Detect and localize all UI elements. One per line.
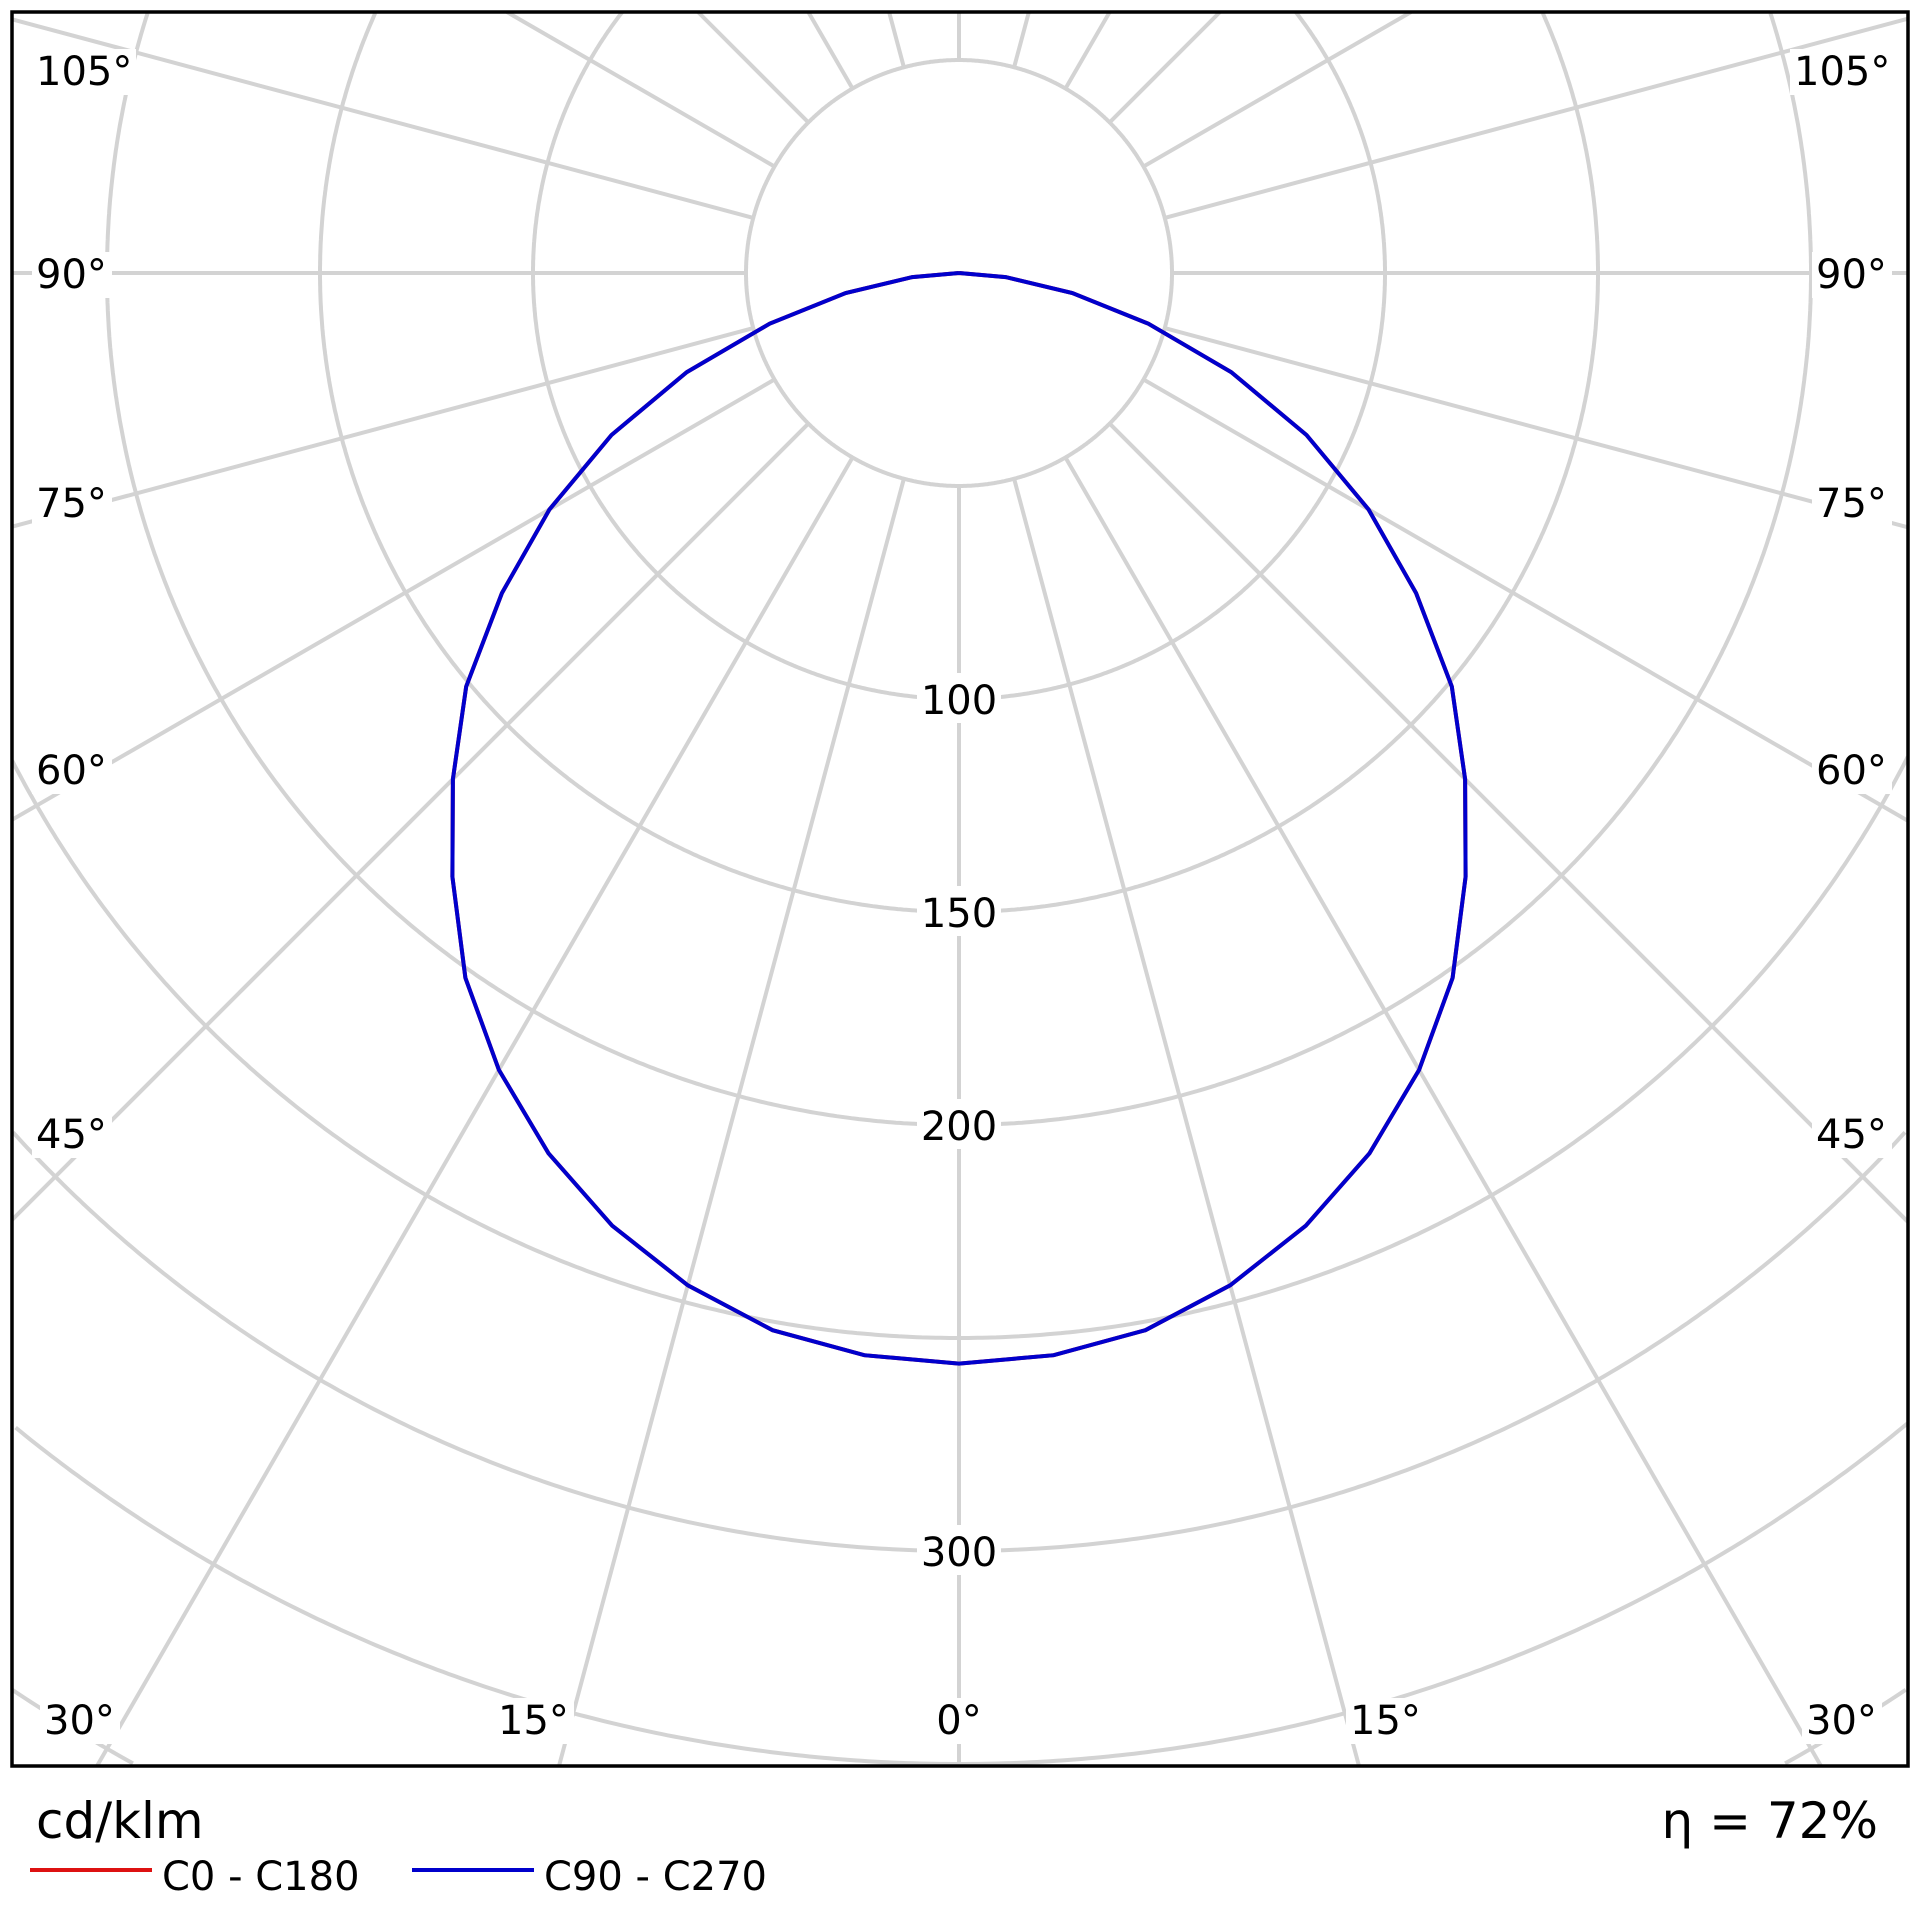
angle-label: 105°: [36, 49, 132, 95]
legend: C0 - C180 C90 - C270: [30, 1854, 767, 1900]
angle-label: 60°: [1816, 748, 1887, 794]
angle-label-bg: [40, 1698, 120, 1744]
radial-gridline: [1164, 326, 1908, 530]
legend-label-c0-c180: C0 - C180: [162, 1854, 360, 1900]
circle-gridline: [531, 12, 1387, 701]
angle-label-bg: [32, 49, 136, 95]
radial-label-bg: [917, 1099, 1001, 1149]
radial-gridline: [1164, 16, 1908, 220]
angle-label-bg: [1812, 481, 1892, 527]
angle-label: 15°: [498, 1698, 569, 1744]
radial-tick-labels: 100 150 200 300: [917, 673, 1001, 1576]
radial-label-bg: [917, 886, 1001, 936]
plot-frame: [10, 10, 1910, 1768]
radial-gridline: [1142, 377, 1908, 823]
angle-label: 105°: [1794, 49, 1890, 95]
angle-label-bg: [494, 1698, 574, 1744]
radial-tick-label: 200: [921, 1104, 997, 1150]
angle-label-bg: [1346, 1698, 1426, 1744]
radial-gridline: [1012, 478, 1361, 1766]
angle-label: 45°: [36, 1112, 107, 1158]
radial-label-bg: [917, 673, 1001, 723]
angle-label: 90°: [1816, 252, 1887, 298]
angle-label-bg: [1812, 252, 1892, 298]
radial-gridline: [1063, 456, 1823, 1766]
polar-grid: [12, 12, 1908, 1766]
angle-label-bg: [1790, 49, 1894, 95]
legend-label-c90-c270: C90 - C270: [544, 1854, 767, 1900]
angle-label: 75°: [1816, 481, 1887, 527]
unit-label: cd/klm: [36, 1792, 204, 1850]
radial-gridline: [1108, 12, 1222, 124]
circle-gridline: [14, 1421, 1908, 1766]
angle-label-bg: [1812, 1112, 1892, 1158]
radial-tick-label: 300: [921, 1530, 997, 1576]
circle-gridline: [318, 12, 1600, 914]
angle-labels: 105° 90° 75° 60° 45° 30° 15° 0° 15° 30° 45° 60° 75° 9…: [32, 49, 1894, 1744]
radial-gridline: [696, 12, 810, 124]
radial-label-bg: [917, 1525, 1001, 1575]
radial-gridline: [12, 377, 776, 822]
circle-gridline: [12, 1130, 1907, 1553]
circle-gridline: [12, 755, 1908, 1340]
angle-label-bg: [1802, 1698, 1882, 1744]
radial-gridline: [557, 478, 906, 1766]
angle-label: 90°: [36, 252, 107, 298]
angle-label-bg: [1812, 748, 1892, 794]
curves: [450, 271, 1468, 1366]
angle-label-bg: [32, 1112, 112, 1158]
radial-tick-label: 100: [921, 678, 997, 724]
angle-label: 45°: [1816, 1112, 1887, 1158]
angle-label-bg: [921, 1698, 977, 1744]
radial-tick-label: 150: [921, 891, 997, 937]
radial-gridline: [1063, 12, 1112, 90]
radial-gridline: [1012, 12, 1031, 68]
radial-gridline: [505, 12, 776, 169]
curve-c90-c270: [450, 271, 1468, 1366]
angle-label: 60°: [36, 748, 107, 794]
angle-label: 30°: [1806, 1698, 1877, 1744]
efficiency-label: η = 72%: [1661, 1792, 1878, 1850]
angle-label: 0°: [936, 1698, 981, 1744]
radial-gridline: [95, 456, 855, 1766]
angle-label-bg: [32, 748, 112, 794]
radial-gridline: [887, 12, 906, 68]
angle-label-bg: [32, 252, 112, 298]
angle-label: 30°: [44, 1698, 115, 1744]
circle-gridline: [744, 58, 1174, 488]
angle-label-bg: [32, 481, 112, 527]
angle-label: 75°: [36, 481, 107, 527]
radial-gridline: [1108, 422, 1908, 1224]
radial-gridline: [806, 12, 855, 90]
radial-gridline: [12, 422, 810, 1222]
radial-gridline: [1142, 12, 1413, 169]
angle-label: 15°: [1350, 1698, 1421, 1744]
